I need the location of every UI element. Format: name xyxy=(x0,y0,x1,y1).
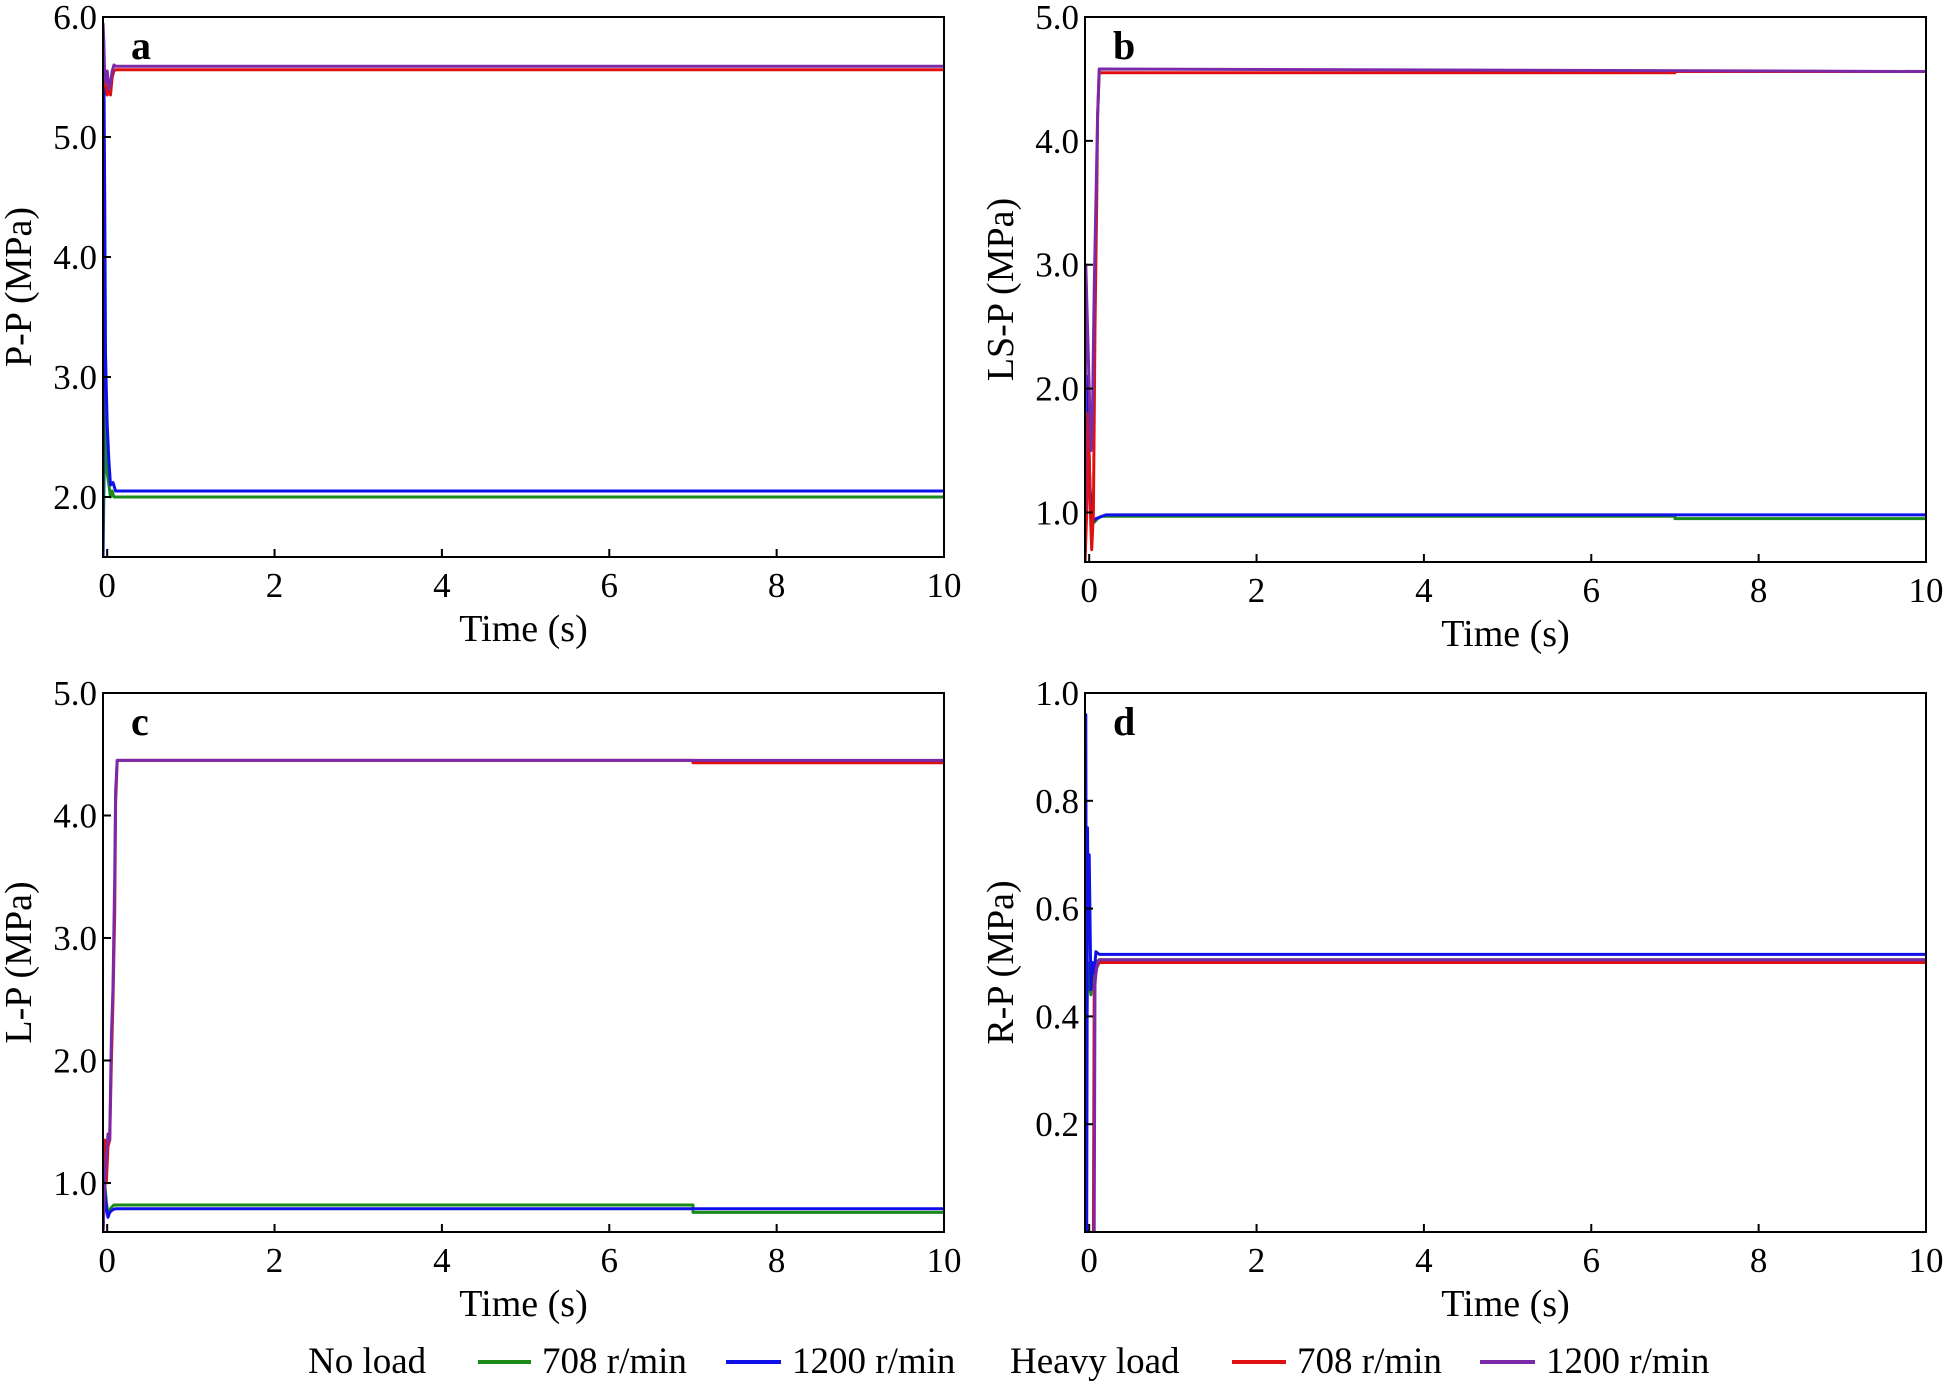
panel-c-ytick-label-4: 4.0 xyxy=(53,797,97,836)
panel-a-ytick-label-3: 3.0 xyxy=(53,358,97,397)
panels: 0 2 4 6 8 10 2.0 3.0 4.0 5.0 6.0 Time (s) P-P (MPa) a… xyxy=(0,0,1944,1325)
panel-b-ytick-label-5: 5.0 xyxy=(1035,0,1079,37)
panel-a-letter: a xyxy=(131,23,151,68)
panel-c-series xyxy=(103,758,944,1232)
panel-a-line-no-load-708-r-min xyxy=(103,387,944,557)
panel-c-ytick-label-2: 2.0 xyxy=(53,1042,97,1081)
panel-d: 0 2 4 6 8 10 0.2 0.4 0.6 0.8 1.0 Time (s) R-P (MPa) d xyxy=(980,674,1944,1325)
panel-b-xtick-label-6: 6 xyxy=(1583,571,1601,610)
panel-c-ytick-label-5: 5.0 xyxy=(53,674,97,713)
panel-c: 0 2 4 6 8 10 1.0 2.0 3.0 4.0 5.0 Time (s) L-P (MPa) c xyxy=(0,674,962,1325)
panel-c-xtick-label-10: 10 xyxy=(927,1241,962,1280)
panel-b-xtick-label-2: 2 xyxy=(1248,571,1266,610)
panel-d-line-no-load-1200-r-min xyxy=(1085,713,1926,1232)
panel-d-ytick-label-0-2: 0.2 xyxy=(1035,1105,1079,1144)
panel-a-line-heavy-load-1200-r-min xyxy=(103,22,944,91)
panel-a-xtick-label-8: 8 xyxy=(768,566,786,605)
panel-b-frame xyxy=(1084,16,1927,563)
panel-b-line-heavy-load-1200-r-min xyxy=(1085,67,1926,513)
panel-b-ytick-label-1: 1.0 xyxy=(1035,493,1079,532)
panel-b-xtick-label-4: 4 xyxy=(1415,571,1433,610)
panel-d-xtick-label-10: 10 xyxy=(1909,1241,1944,1280)
panel-d-letter: d xyxy=(1113,699,1135,744)
panel-c-frame xyxy=(102,692,945,1233)
panel-d-frame xyxy=(1084,692,1927,1233)
panel-c-xtick-label-0: 0 xyxy=(98,1241,116,1280)
panel-a-ytick-label-4: 4.0 xyxy=(53,238,97,277)
panel-d-line-heavy-load-1200-r-min xyxy=(1092,958,1926,1232)
panel-a-y-axis-title: P-P (MPa) xyxy=(0,207,40,367)
legend-group-label-no-load: No load xyxy=(308,1341,427,1382)
panel-a-x-axis-title: Time (s) xyxy=(459,608,587,650)
legend-group-label-heavy-load: Heavy load xyxy=(1010,1341,1180,1382)
panel-c-xtick-label-8: 8 xyxy=(768,1241,786,1280)
legend-entry-heavy-load-1200: 1200 r/min xyxy=(1546,1341,1709,1382)
panel-b-letter: b xyxy=(1113,23,1135,68)
panel-b-line-no-load-708-r-min xyxy=(1085,387,1926,562)
panel-a-xtick-label-4: 4 xyxy=(433,566,451,605)
panel-d-line-heavy-load-708-r-min xyxy=(1091,961,1926,1232)
panel-a-line-no-load-1200-r-min xyxy=(103,51,944,557)
legend-entry-no-load-1200: 1200 r/min xyxy=(792,1341,955,1382)
panel-b-xtick-label-8: 8 xyxy=(1750,571,1768,610)
panel-a-xtick-label-10: 10 xyxy=(927,566,962,605)
panel-b-line-heavy-load-708-r-min xyxy=(1085,70,1926,562)
panel-b: 0 2 4 6 8 10 1.0 2.0 3.0 4.0 5.0 Time (s) LS-P (MPa)… xyxy=(980,0,1944,655)
panel-d-line-no-load-708-r-min xyxy=(1085,958,1926,1232)
panel-b-ytick-label-4: 4.0 xyxy=(1035,122,1079,161)
panel-a-ytick-label-5: 5.0 xyxy=(53,118,97,157)
panel-c-line-heavy-load-708-r-min xyxy=(103,758,944,1232)
panel-a-ytick-label-6: 6.0 xyxy=(53,0,97,37)
panel-b-x-axis-title: Time (s) xyxy=(1441,613,1569,655)
panel-c-letter: c xyxy=(131,699,149,744)
panel-b-xtick-label-10: 10 xyxy=(1909,571,1944,610)
legend-entry-no-load-708: 708 r/min xyxy=(542,1341,687,1382)
panel-d-x-axis-title: Time (s) xyxy=(1441,1283,1569,1325)
panel-a: 0 2 4 6 8 10 2.0 3.0 4.0 5.0 6.0 Time (s) P-P (MPa) a xyxy=(0,0,962,650)
panel-a-frame xyxy=(102,16,945,558)
panel-a-ytick-label-2: 2.0 xyxy=(53,478,97,517)
panel-d-ytick-label-0-8: 0.8 xyxy=(1035,782,1079,821)
panel-c-xtick-label-2: 2 xyxy=(266,1241,284,1280)
panel-b-ytick-label-3: 3.0 xyxy=(1035,246,1079,285)
panel-a-line-heavy-load-708-r-min xyxy=(103,28,944,97)
panel-b-ytick-label-2: 2.0 xyxy=(1035,370,1079,409)
panel-a-xtick-label-2: 2 xyxy=(266,566,284,605)
panel-d-xtick-label-4: 4 xyxy=(1415,1241,1433,1280)
panel-c-xtick-label-4: 4 xyxy=(433,1241,451,1280)
panel-d-ytick-label-0-6: 0.6 xyxy=(1035,890,1079,929)
legend: No load 708 r/min 1200 r/min Heavy load … xyxy=(308,1341,1709,1382)
panel-d-y-axis-title: R-P (MPa) xyxy=(980,880,1022,1044)
panel-c-ytick-label-1: 1.0 xyxy=(53,1164,97,1203)
panel-d-ytick-label-0-4: 0.4 xyxy=(1035,997,1079,1036)
panel-d-xtick-label-6: 6 xyxy=(1583,1241,1601,1280)
panel-c-line-no-load-1200-r-min xyxy=(103,1187,944,1232)
panel-d-xtick-label-8: 8 xyxy=(1750,1241,1768,1280)
legend-entry-heavy-load-708: 708 r/min xyxy=(1297,1341,1442,1382)
panel-a-series xyxy=(103,22,944,557)
panel-a-xtick-label-0: 0 xyxy=(98,566,116,605)
panel-d-xtick-label-0: 0 xyxy=(1080,1241,1098,1280)
panel-b-series xyxy=(1085,67,1926,562)
panel-b-line-no-load-1200-r-min xyxy=(1085,374,1926,562)
panel-c-xtick-label-6: 6 xyxy=(601,1241,619,1280)
panel-d-ytick-label-1: 1.0 xyxy=(1035,674,1079,713)
panel-c-x-axis-title: Time (s) xyxy=(459,1283,587,1325)
panel-c-ytick-label-3: 3.0 xyxy=(53,919,97,958)
panel-a-xtick-label-6: 6 xyxy=(601,566,619,605)
panel-b-y-axis-title: LS-P (MPa) xyxy=(980,198,1022,381)
panel-d-xtick-label-2: 2 xyxy=(1248,1241,1266,1280)
panel-d-series xyxy=(1085,713,1926,1232)
panel-b-xtick-label-0: 0 xyxy=(1080,571,1098,610)
panel-c-line-heavy-load-1200-r-min xyxy=(103,758,944,1232)
panel-c-y-axis-title: L-P (MPa) xyxy=(0,881,40,1043)
